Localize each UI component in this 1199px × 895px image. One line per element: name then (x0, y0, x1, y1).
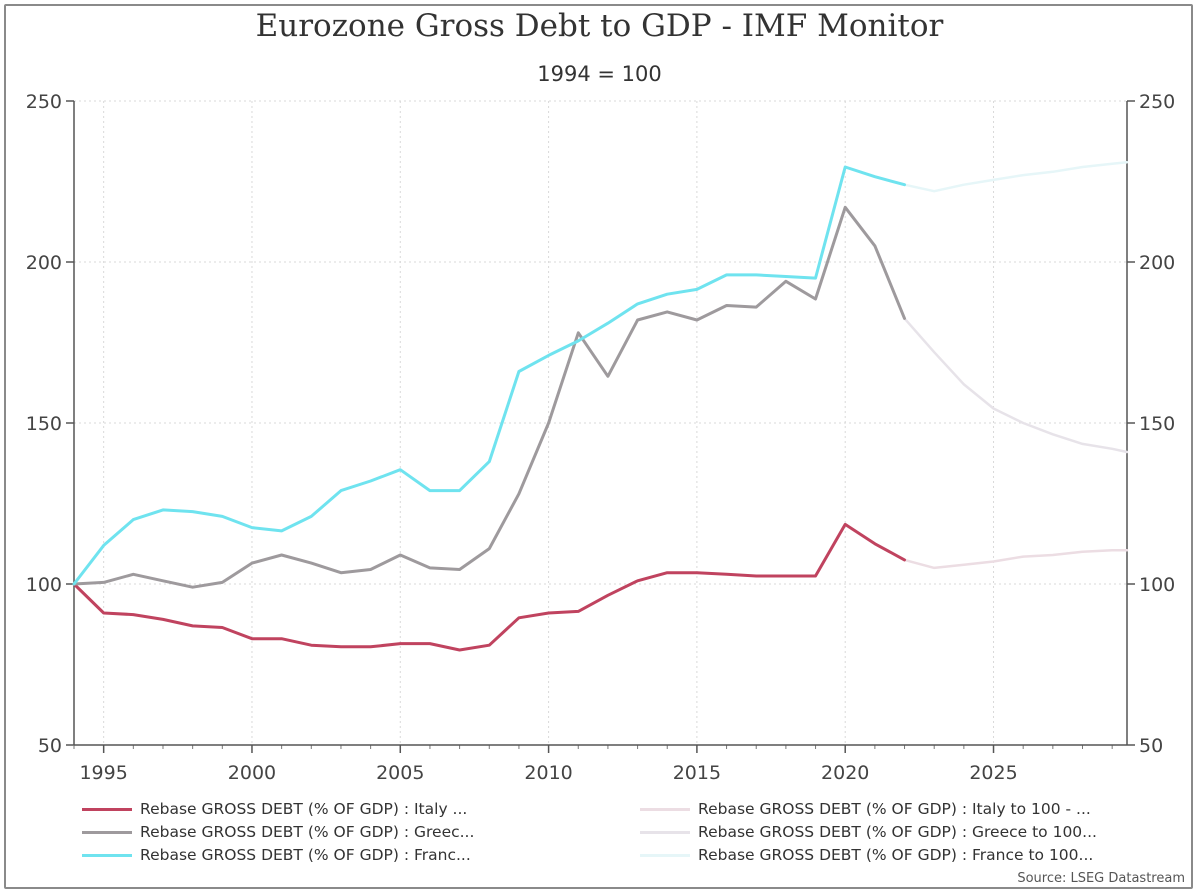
legend-label: Rebase GROSS DEBT (% OF GDP) : Italy ... (140, 800, 468, 818)
series-line-3 (903, 548, 1129, 570)
legend-label: Rebase GROSS DEBT (% OF GDP) : France to… (698, 846, 1094, 864)
series-line-2 (72, 165, 906, 586)
chart-title: Eurozone Gross Debt to GDP - IMF Monitor (255, 8, 944, 44)
y-tick-label-right: 100 (1139, 574, 1175, 596)
legend-item: Rebase GROSS DEBT (% OF GDP) : France to… (640, 843, 1093, 867)
source-note: Source: LSEG Datastream (1017, 871, 1185, 886)
y-tick-label-left: 100 (26, 574, 62, 596)
y-tick-label-right: 50 (1139, 735, 1163, 757)
legend-swatch (82, 830, 132, 834)
legend-swatch (640, 807, 690, 811)
legend-swatch (640, 830, 690, 834)
x-tick-label: 2015 (673, 762, 721, 784)
y-tick-label-right: 200 (1139, 252, 1175, 274)
axes (66, 100, 1135, 753)
legend-swatch (82, 853, 132, 857)
legend-item: Rebase GROSS DEBT (% OF GDP) : Greece to… (640, 820, 1097, 844)
chart-subtitle: 1994 = 100 (537, 62, 662, 86)
y-tick-label-left: 250 (26, 91, 62, 113)
tick-labels: 50 50 100 100 150 150 200 200 250 250 1995 2000 2005… (26, 91, 1176, 784)
legend-item: Rebase GROSS DEBT (% OF GDP) : Italy to … (640, 797, 1091, 821)
series-line-1 (72, 205, 906, 589)
chart-frame (4, 4, 1193, 889)
series-line-0 (72, 522, 906, 652)
x-tick-label: 1995 (79, 762, 127, 784)
x-tick-label: 2010 (524, 762, 572, 784)
y-tick-label-right: 150 (1139, 413, 1175, 435)
series-line-4 (903, 317, 1129, 454)
y-tick-label-left: 150 (26, 413, 62, 435)
x-tick-label: 2000 (228, 762, 276, 784)
y-tick-label-left: 50 (38, 735, 62, 757)
legend-label: Rebase GROSS DEBT (% OF GDP) : Franc... (140, 846, 471, 864)
legend-swatch (640, 853, 690, 857)
y-tick-label-right: 250 (1139, 91, 1175, 113)
legend-item: Rebase GROSS DEBT (% OF GDP) : Italy ... (82, 797, 467, 821)
series-line-5 (903, 160, 1129, 193)
x-tick-label: 2020 (821, 762, 869, 784)
legend-label: Rebase GROSS DEBT (% OF GDP) : Greece to… (698, 823, 1097, 841)
legend-label: Rebase GROSS DEBT (% OF GDP) : Italy to … (698, 800, 1091, 818)
x-tick-label: 2025 (969, 762, 1017, 784)
y-tick-label-left: 200 (26, 252, 62, 274)
x-tick-label: 2005 (376, 762, 424, 784)
legend-item: Rebase GROSS DEBT (% OF GDP) : Greec... (82, 820, 474, 844)
legend-swatch (82, 807, 132, 811)
series-lines (72, 160, 1129, 652)
legend-label: Rebase GROSS DEBT (% OF GDP) : Greec... (140, 823, 475, 841)
grid-lines (74, 100, 1127, 746)
legend-item: Rebase GROSS DEBT (% OF GDP) : Franc... (82, 843, 471, 867)
